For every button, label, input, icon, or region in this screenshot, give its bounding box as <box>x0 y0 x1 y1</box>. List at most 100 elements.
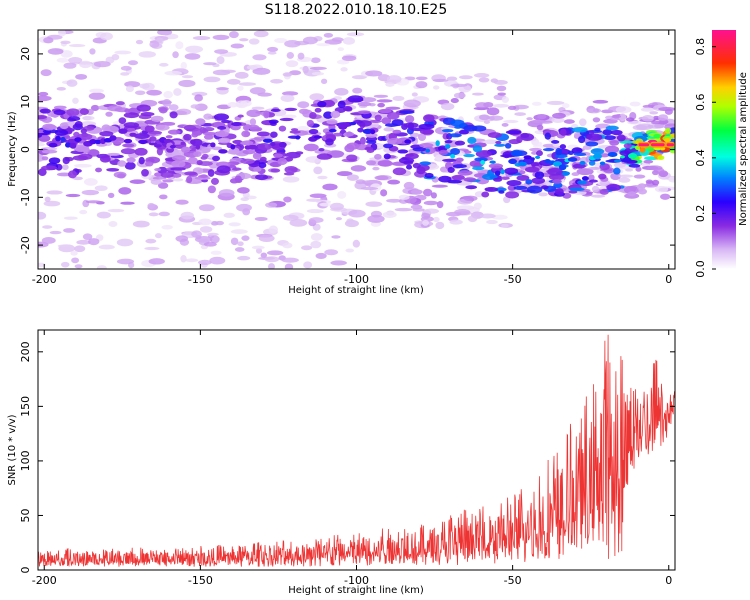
spectrogram-cell <box>337 100 346 109</box>
spectrogram-cell <box>83 178 98 186</box>
spectrogram-cell <box>306 119 315 127</box>
spectrogram-cell <box>578 135 586 144</box>
spectrogram-cell <box>198 218 212 226</box>
spectrogram-cell <box>628 153 638 159</box>
spectrogram-x-tick-label: 0 <box>665 273 672 286</box>
spectrogram-cell <box>180 146 191 153</box>
spectrogram-cell <box>346 174 359 181</box>
spectrogram-cell <box>387 137 403 145</box>
spectrogram-cell <box>646 165 663 171</box>
spectrogram-cell <box>505 130 522 135</box>
spectrogram-cell <box>473 202 482 210</box>
figure-title: S118.2022.010.18.10.E25 <box>265 2 448 18</box>
spectrogram-cell <box>229 31 239 39</box>
spectrogram-cell <box>535 155 541 159</box>
spectrogram-cell <box>419 128 435 135</box>
spectrogram-cell <box>610 129 623 136</box>
spectrogram-cell <box>592 117 601 123</box>
spectrogram-cell <box>568 190 578 194</box>
spectrogram-cell <box>116 258 135 265</box>
spectrogram-cell <box>302 65 309 74</box>
spectrogram-cell <box>48 157 61 164</box>
spectrogram-x-axis: -200 -150 -100 -50 0 <box>32 30 672 286</box>
spectrogram-cells <box>38 30 675 269</box>
spectrogram-cell <box>81 189 100 196</box>
spectrogram-cell <box>159 194 168 200</box>
spectrogram-cell <box>465 185 478 190</box>
spectrogram-cell <box>164 70 183 76</box>
spectrogram-y-tick-label: 10 <box>19 95 32 109</box>
spectrogram-cell <box>258 234 275 243</box>
spectrogram-cell <box>579 160 586 166</box>
spectrogram-cell <box>357 110 371 115</box>
spectrogram-cell <box>571 172 580 177</box>
spectrogram-cell <box>635 166 642 172</box>
spectrogram-cell <box>315 252 327 260</box>
spectrogram-cell <box>89 48 96 55</box>
spectrogram-cell <box>586 108 602 114</box>
spectrogram-cell <box>191 91 208 97</box>
spectrogram-cell <box>38 262 46 268</box>
spectrogram-cell <box>365 132 378 138</box>
snr-y-axis: 0 50 100 150 200 <box>19 341 675 574</box>
spectrogram-cell <box>289 218 308 227</box>
spectrogram-cell <box>42 123 56 131</box>
spectrogram-cell <box>230 229 248 234</box>
spectrogram-cell <box>539 120 553 124</box>
spectrogram-cell <box>38 129 46 134</box>
spectrogram-cell <box>71 257 80 264</box>
spectrogram-cell <box>141 168 149 177</box>
spectrogram-cell <box>531 101 542 106</box>
spectrogram-cell <box>41 165 58 171</box>
spectrogram-cell <box>295 135 301 140</box>
spectrogram-cell <box>184 171 198 176</box>
spectrogram-cell <box>649 111 659 115</box>
spectrogram-cell <box>59 122 69 130</box>
spectrogram-cell <box>228 147 240 155</box>
spectrogram-cell <box>273 153 283 158</box>
spectrogram-cell <box>194 94 203 102</box>
spectrogram-cell <box>346 32 365 37</box>
spectrogram-cell <box>559 144 567 150</box>
colorbar: 0.0 0.2 0.4 0.6 0.8 Normalized spectral ampl… <box>694 30 749 278</box>
spectrogram-cell <box>286 51 295 59</box>
spectrogram-cell <box>43 200 61 207</box>
spectrogram-cell <box>319 202 332 207</box>
spectrogram-cell <box>336 171 353 177</box>
spectrogram-x-tick-label: -200 <box>32 273 57 286</box>
spectrogram-cell <box>554 154 568 159</box>
spectrogram-cell <box>383 143 394 149</box>
spectrogram-cell <box>74 264 83 269</box>
spectrogram-cell <box>432 78 449 82</box>
spectrogram-cell <box>457 170 473 176</box>
spectrogram-cell <box>278 141 287 148</box>
spectrogram-cell <box>108 220 118 227</box>
spectrogram-cell <box>367 214 385 223</box>
spectrogram-cell <box>134 147 148 156</box>
spectrogram-cell <box>135 39 144 45</box>
spectrogram-cell <box>55 135 61 142</box>
spectrogram-cell <box>360 186 379 191</box>
spectrogram-cell <box>63 228 76 233</box>
spectrogram-cell <box>310 240 322 249</box>
spectrogram-cell <box>350 165 367 172</box>
spectrogram-cell <box>398 194 410 200</box>
spectrogram-cell <box>284 39 301 48</box>
spectrogram-cell <box>498 190 505 194</box>
colorbar-tick-label: 0.2 <box>694 205 707 223</box>
spectrogram-cell <box>488 163 504 169</box>
spectrogram-cell <box>262 138 273 143</box>
spectrogram-cell <box>525 179 533 185</box>
spectrogram-cell <box>563 119 575 124</box>
spectrogram-cell <box>193 151 202 157</box>
spectrogram-cell <box>252 54 267 61</box>
spectrogram-cell <box>207 232 219 236</box>
spectrogram-cell <box>237 114 244 118</box>
spectrogram-cell <box>569 187 585 192</box>
spectrogram-cell <box>562 171 570 176</box>
spectrogram-cell <box>359 136 366 145</box>
spectrogram-cell <box>444 144 451 150</box>
spectrogram-cell <box>60 50 73 58</box>
spectrogram-cell <box>56 57 69 63</box>
spectrogram-cell <box>374 114 382 121</box>
